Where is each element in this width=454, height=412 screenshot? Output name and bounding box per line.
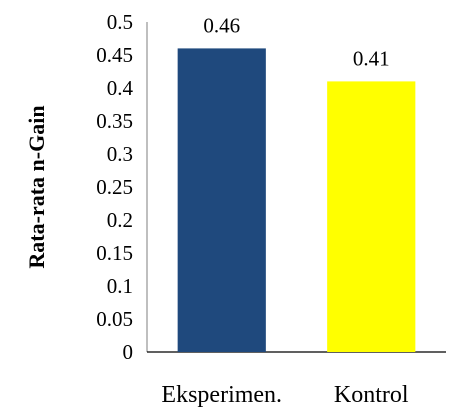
y-tick-labels: 0 0.05 0.1 0.15 0.2 0.25 0.3 0.35 0.4 0.45 0.5 bbox=[96, 10, 133, 364]
y-tick-label: 0.05 bbox=[96, 307, 133, 331]
y-tick-label: 0.15 bbox=[96, 241, 133, 265]
category-label: Eksperimen. bbox=[161, 382, 282, 408]
y-tick-label: 0.3 bbox=[107, 142, 133, 166]
y-tick-label: 0.35 bbox=[96, 109, 133, 133]
category-label: Kontrol bbox=[334, 382, 409, 408]
data-labels: 0.46 0.41 bbox=[203, 13, 389, 70]
bars bbox=[177, 48, 416, 353]
category-labels: Eksperimen. Kontrol bbox=[161, 382, 408, 408]
bar bbox=[177, 48, 266, 353]
data-label: 0.41 bbox=[353, 46, 390, 70]
y-tick-label: 0.1 bbox=[107, 274, 133, 298]
y-tick-label: 0.5 bbox=[107, 10, 133, 34]
y-tick-label: 0.2 bbox=[107, 208, 133, 232]
y-tick-label: 0.45 bbox=[96, 43, 133, 67]
y-axis-title: Rata-rata n-Gain bbox=[24, 105, 49, 268]
y-tick-label: 0.25 bbox=[96, 175, 133, 199]
y-tick-label: 0 bbox=[123, 340, 134, 364]
y-tick-label: 0.4 bbox=[107, 76, 134, 100]
data-label: 0.46 bbox=[203, 13, 240, 37]
bar bbox=[327, 81, 416, 353]
